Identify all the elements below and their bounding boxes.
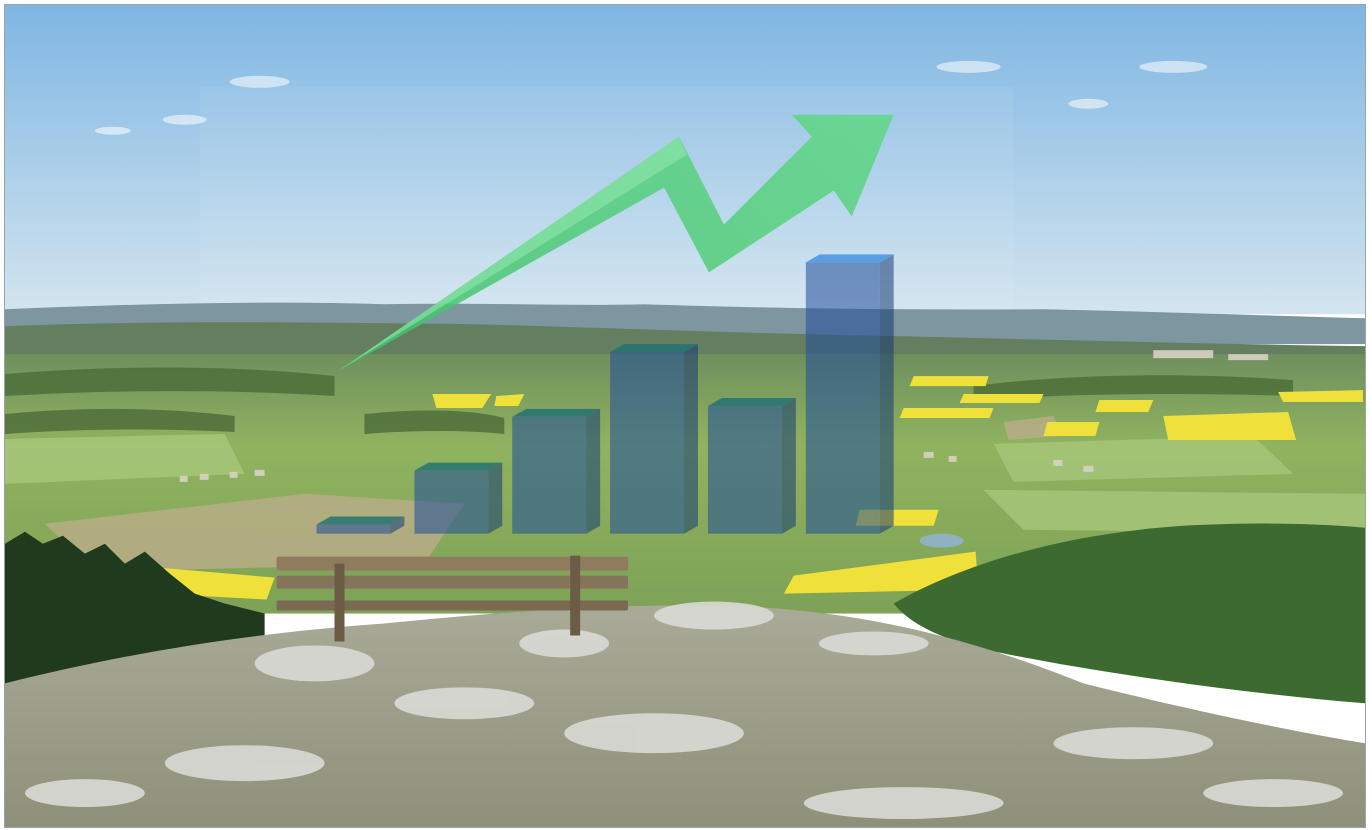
- light-meadows: [5, 433, 1365, 534]
- landscape-photo: [4, 4, 1366, 828]
- clouds: [94, 60, 1208, 135]
- right-forest: [893, 523, 1365, 704]
- chart-bar: [512, 408, 601, 534]
- rocks: [24, 601, 1344, 820]
- villages: [179, 350, 1269, 482]
- chart-bar: [707, 398, 796, 534]
- growth-arrow-icon: [336, 114, 894, 373]
- chart-bar: [610, 344, 698, 534]
- forest-strips: [5, 367, 1294, 434]
- pond: [919, 533, 964, 548]
- bar-chart-icon: [316, 254, 894, 534]
- scene-canvas: [5, 5, 1365, 827]
- chart-bar: [805, 254, 894, 534]
- chart-bar: [316, 516, 405, 534]
- chart-bar: [414, 462, 503, 534]
- bench-icon: [276, 555, 629, 642]
